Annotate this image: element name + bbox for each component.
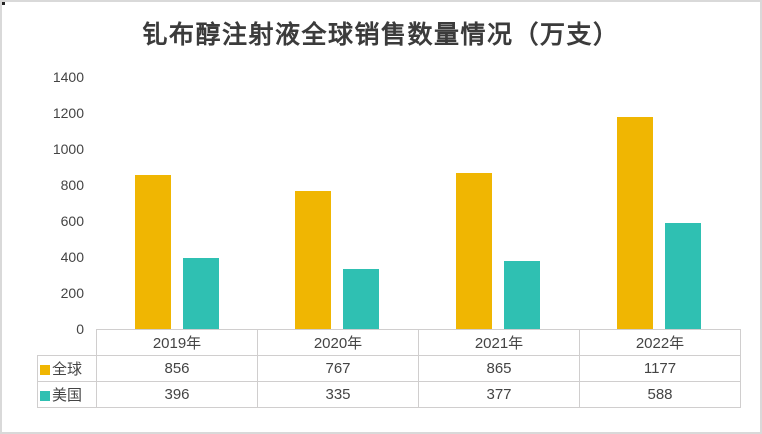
y-axis-tick-label: 1400: [52, 69, 84, 85]
data-table: 2019年 2020年 2021年 2022年全球 856 767 865 1177 美国 396…: [37, 329, 741, 408]
table-year-header: 2022年: [579, 329, 741, 356]
table-value-cell: 856: [96, 355, 258, 382]
table-year-header: 2021年: [418, 329, 580, 356]
legend-swatch-icon: [40, 365, 50, 375]
table-value-cell: 767: [257, 355, 419, 382]
y-axis-tick-label: 400: [60, 249, 84, 265]
table-value-cell: 335: [257, 381, 419, 408]
table-value-cell: 396: [96, 381, 258, 408]
chart-title: 钆布醇注射液全球销售数量情况（万支）: [142, 22, 620, 49]
bar-series-global-2022年: [616, 117, 653, 329]
table-row: 美国 396 335 377 588: [37, 381, 741, 408]
table-value-cell: 1177: [579, 355, 741, 382]
y-axis-tick-label: 600: [60, 213, 84, 229]
legend-swatch-icon: [40, 391, 50, 401]
bar-series-global-2019年: [134, 174, 171, 329]
y-axis-tick-label: 800: [60, 177, 84, 193]
table-row: 全球 856 767 865 1177: [37, 355, 741, 382]
bar-series-usa-2019年: [182, 257, 219, 329]
series-name-label: 美国: [52, 387, 83, 404]
legend-cell-global: 全球: [37, 355, 97, 382]
bar-series-global-2020年: [295, 190, 332, 329]
table-value-cell: 588: [579, 381, 741, 408]
legend-cell-usa: 美国: [37, 381, 97, 408]
table-year-header: 2019年: [96, 329, 258, 356]
table-year-header: 2020年: [257, 329, 419, 356]
corner-artifact-dot: [2, 2, 5, 5]
y-axis-tick-label: 0: [76, 321, 84, 337]
bar-series-usa-2021年: [504, 261, 540, 329]
table-value-cell: 865: [418, 355, 580, 382]
bar-series-usa-2022年: [664, 223, 701, 329]
y-axis-tick-label: 1200: [52, 105, 84, 121]
y-axis-tick-label: 1000: [52, 141, 84, 157]
bar-series-usa-2020年: [343, 268, 380, 329]
bar-series-global-2021年: [456, 173, 492, 329]
table-value-cell: 377: [418, 381, 580, 408]
series-name-label: 全球: [52, 361, 83, 378]
y-axis-tick-label: 200: [60, 285, 84, 301]
table-header-row: 2019年 2020年 2021年 2022年: [38, 329, 741, 356]
table-corner-cell: [38, 330, 97, 356]
